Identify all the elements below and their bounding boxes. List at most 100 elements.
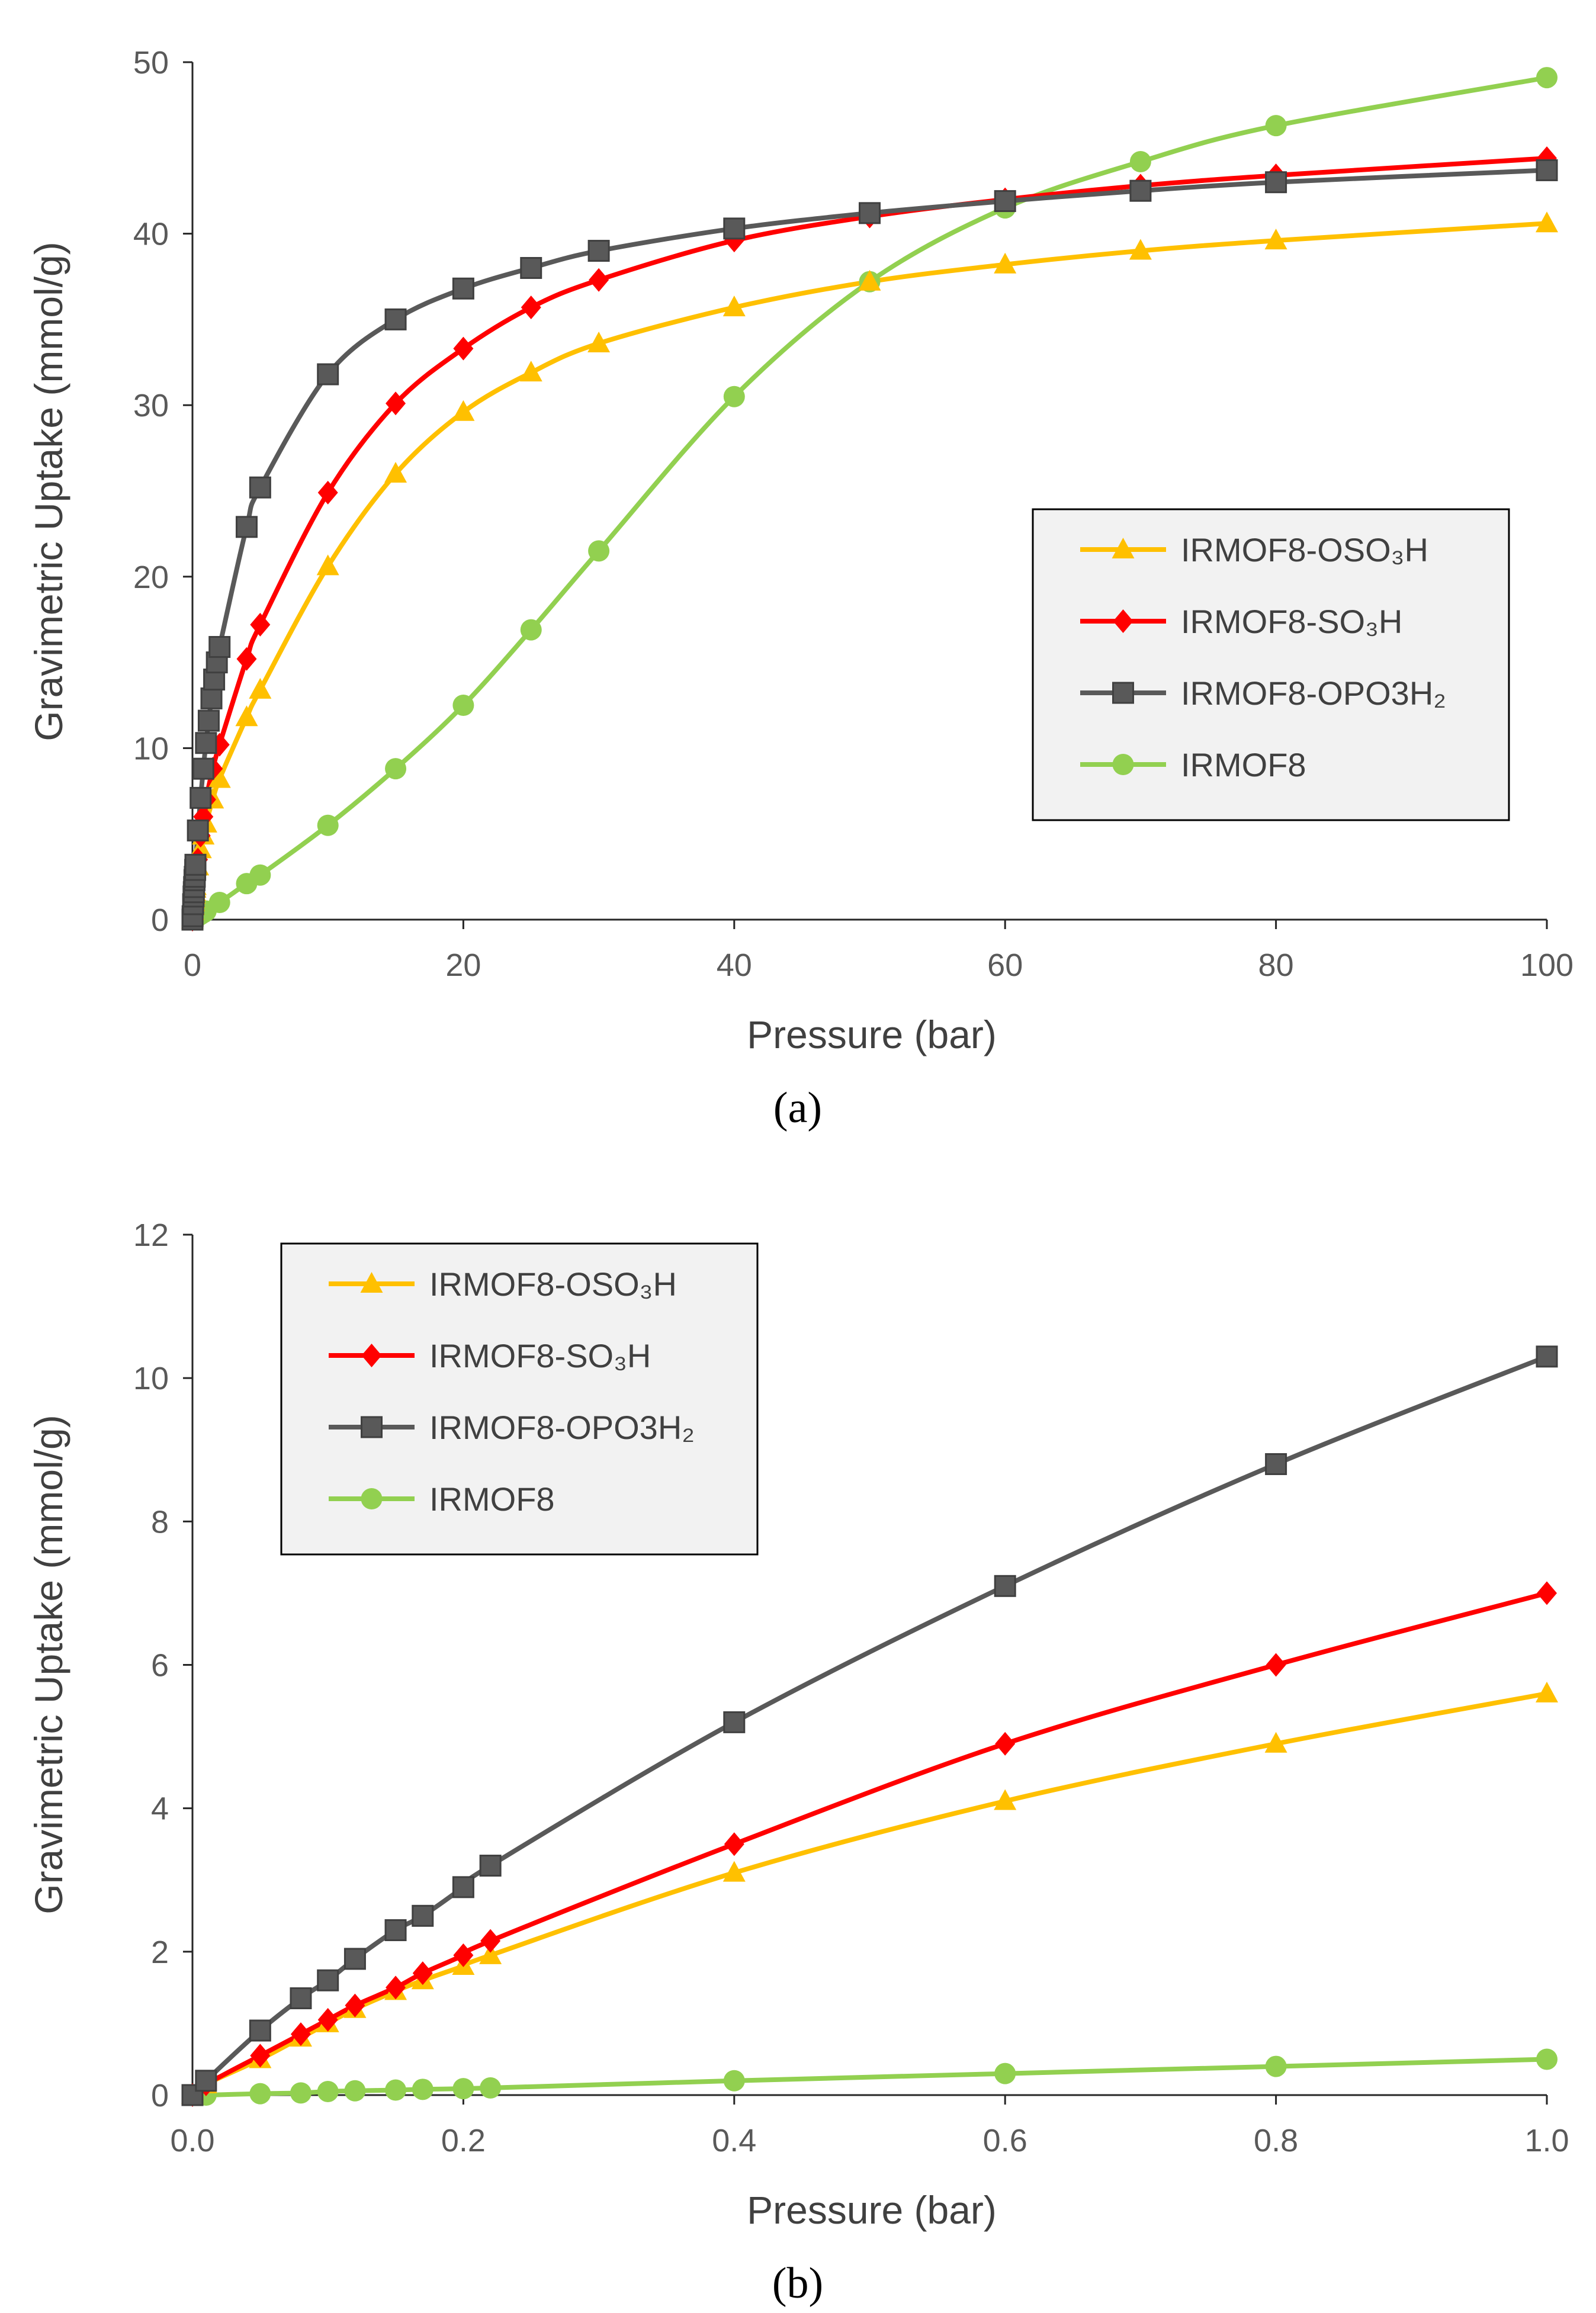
x-axis-label-a: Pressure (bar) <box>747 1013 997 1056</box>
data-point-triangle-b <box>1264 1731 1287 1753</box>
data-point-triangle-a <box>316 554 339 576</box>
legend-label-triangle-b: IRMOF8-OSO₃H <box>429 1265 677 1303</box>
chart-panel-a: Gravimetric Uptake (mmol/g) Pressure (ba… <box>27 45 1573 1132</box>
data-point-square-b <box>290 1987 312 2010</box>
data-point-diamond-a <box>317 480 338 505</box>
data-point-diamond-a <box>589 268 609 292</box>
data-point-triangle-b <box>1536 1681 1558 1702</box>
data-point-square-a <box>184 853 207 876</box>
data-point-triangle-a <box>519 361 542 382</box>
x-tick-label-a: 80 <box>1258 947 1294 983</box>
data-point-circle-b <box>385 2079 407 2101</box>
legend-label-circle-a: IRMOF8 <box>1181 746 1306 783</box>
data-point-circle-b <box>249 2083 271 2105</box>
data-point-diamond-b <box>317 2007 338 2032</box>
data-point-triangle-b <box>722 1861 746 1882</box>
data-point-diamond-a <box>386 391 406 416</box>
panel-label-b: (b) <box>772 2259 823 2308</box>
data-point-circle-b <box>480 2077 502 2099</box>
data-point-circle-a <box>452 695 474 716</box>
data-point-triangle-a <box>1264 229 1287 250</box>
legend-box-b <box>280 1242 759 1556</box>
x-tick-label-a: 0 <box>184 947 201 983</box>
x-tick-label-b: 0.2 <box>441 2123 486 2158</box>
data-point-triangle-a <box>208 767 231 788</box>
x-tick-label-b: 0.8 <box>1254 2123 1298 2158</box>
data-point-circle-b <box>344 2080 366 2102</box>
x-tick-label-b: 0.0 <box>170 2123 214 2158</box>
data-point-circle-a <box>1265 115 1287 137</box>
legend-label-diamond-a: IRMOF8-SO₃H <box>1181 603 1402 640</box>
data-point-square-a <box>249 476 271 499</box>
x-tick-label-b: 0.4 <box>712 2123 756 2158</box>
legend-marker-diamond-a <box>1113 609 1133 633</box>
data-point-square-a <box>1265 171 1287 194</box>
y-tick-label-a: 30 <box>133 388 169 423</box>
data-point-circle-a <box>1129 150 1151 172</box>
y-tick-label-b: 0 <box>151 2078 169 2113</box>
y-tick-label-a: 50 <box>133 45 169 81</box>
x-axis-label-b: Pressure (bar) <box>747 2188 997 2232</box>
legend-marker-square-b <box>361 1416 383 1438</box>
y-tick-label-b: 12 <box>133 1217 169 1253</box>
legend-label-triangle-a: IRMOF8-OSO₃H <box>1181 531 1428 568</box>
y-tick-label-b: 10 <box>133 1361 169 1396</box>
data-point-square-b <box>994 1575 1016 1597</box>
data-point-diamond-b <box>995 1731 1016 1756</box>
legend-marker-circle-a <box>1112 754 1134 775</box>
y-tick-label-b: 4 <box>151 1791 169 1827</box>
data-point-triangle-a <box>452 400 475 421</box>
data-point-diamond-a <box>521 295 541 320</box>
data-point-square-b <box>412 1904 434 1927</box>
legend-box-a <box>1032 508 1510 821</box>
data-point-circle-b <box>412 2079 433 2100</box>
x-tick-label-b: 0.6 <box>983 2123 1027 2158</box>
legend-label-square-a: IRMOF8-OPO3H₂ <box>1181 674 1446 712</box>
data-point-square-a <box>994 190 1016 213</box>
data-point-circle-b <box>1536 2048 1558 2070</box>
x-tick-label-a: 40 <box>717 947 752 983</box>
data-point-diamond-b <box>345 1993 365 2018</box>
data-point-square-a <box>197 709 220 732</box>
data-point-triangle-a <box>994 252 1017 274</box>
data-point-square-a <box>859 202 881 224</box>
data-point-diamond-b <box>1537 1581 1557 1605</box>
legend-marker-square-a <box>1112 682 1134 704</box>
data-point-square-a <box>208 636 231 658</box>
data-point-circle-b <box>452 2078 474 2100</box>
data-point-circle-a <box>723 386 745 407</box>
data-point-circle-a <box>588 540 610 562</box>
legend-marker-triangle-b <box>360 1272 383 1293</box>
data-point-square-b <box>479 1855 502 1877</box>
data-point-circle-a <box>1536 67 1558 89</box>
data-point-triangle-a <box>587 331 611 352</box>
data-point-triangle-a <box>1536 211 1558 233</box>
data-point-square-a <box>235 516 258 538</box>
chart-panel-b: Gravimetric Uptake (mmol/g) Pressure (ba… <box>27 1217 1569 2308</box>
x-tick-label-a: 100 <box>1520 947 1573 983</box>
data-point-circle-a <box>208 892 230 914</box>
data-point-square-b <box>317 1969 339 1991</box>
data-point-square-b <box>723 1711 746 1733</box>
data-point-circle-b <box>723 2070 745 2092</box>
data-point-square-a <box>723 217 746 240</box>
data-point-square-b <box>384 1919 407 1942</box>
data-point-square-a <box>384 308 407 330</box>
data-point-square-a <box>192 757 214 780</box>
data-point-diamond-b <box>250 2044 271 2068</box>
data-point-square-a <box>200 687 223 709</box>
legend-marker-triangle-a <box>1112 538 1135 558</box>
data-point-diamond-a <box>250 612 271 637</box>
y-tick-label-a: 0 <box>151 902 169 938</box>
data-point-circle-b <box>290 2082 312 2104</box>
data-point-triangle-b <box>994 1789 1017 1810</box>
x-tick-label-b: 1.0 <box>1524 2123 1569 2158</box>
data-point-square-b <box>249 2019 271 2042</box>
data-point-diamond-a <box>236 647 257 671</box>
data-point-circle-a <box>249 864 271 886</box>
data-point-diamond-a <box>453 336 474 361</box>
data-point-square-a <box>452 277 474 300</box>
data-point-square-a <box>190 786 212 809</box>
data-point-square-b <box>195 2070 217 2092</box>
